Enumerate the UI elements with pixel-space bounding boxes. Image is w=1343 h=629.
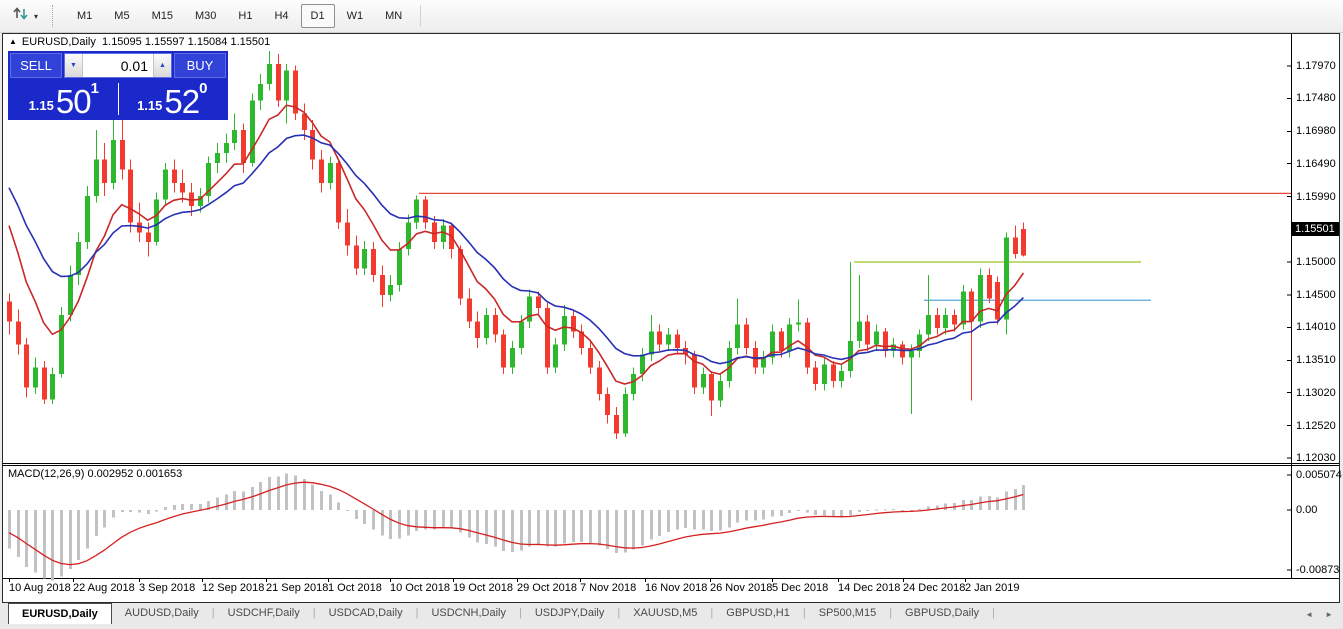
level-lines (419, 192, 1291, 301)
axis-ticks (9, 65, 1292, 582)
timeframe-button-h4[interactable]: H4 (274, 10, 289, 22)
tab-item-usdchf-daily[interactable]: USDCHF,Daily (227, 607, 300, 619)
timeframe-button-m5[interactable]: M5 (114, 10, 130, 22)
timeframe-button-mn[interactable]: MN (385, 10, 403, 22)
tab-item-usdcnh-daily[interactable]: USDCNH,Daily (431, 607, 506, 619)
swap-arrows-icon (12, 6, 30, 26)
timeframe-button-w1[interactable]: W1 (346, 10, 364, 22)
buy-button[interactable]: BUY (174, 53, 226, 78)
tab-separator: | (519, 607, 522, 619)
tab-separator: | (710, 607, 714, 619)
one-click-trading-widget: SELL ▼ ▲ BUY 1.15 50 1 1.15 52 0 (8, 51, 228, 120)
tab-item-gbpusd-daily[interactable]: GBPUSD,Daily (905, 607, 980, 619)
tab-item-audusd-daily[interactable]: AUDUSD,Daily (124, 607, 199, 619)
ma-slow-line (8, 134, 1024, 365)
tab-scroll-left-icon[interactable]: ◄ (1305, 610, 1313, 619)
price-chart-canvas[interactable] (3, 34, 1339, 602)
timeframe-button-m1[interactable]: M1 (77, 10, 93, 22)
timeframe-button-h1[interactable]: H1 (238, 10, 253, 22)
macd-signal-line (8, 481, 1024, 566)
timeframe-button-m30[interactable]: M30 (194, 10, 217, 22)
tab-separator: | (211, 607, 215, 619)
tab-item-usdjpy-daily[interactable]: USDJPY,Daily (534, 607, 605, 619)
sell-price-display[interactable]: 1.15 50 1 (10, 80, 118, 118)
sell-price-figure: 1.15 (28, 98, 54, 113)
ma-fast-line (8, 104, 1025, 385)
buy-price-figure: 1.15 (137, 98, 163, 113)
chevron-down-icon[interactable]: ▾ (34, 11, 39, 21)
price-divider (117, 83, 119, 115)
chart-tab-bar: EURUSD,Daily AUDUSD,Daily | USDCHF,Daily | US… (0, 603, 1343, 629)
volume-input[interactable] (83, 54, 153, 77)
tab-item-xauusd-m5[interactable]: XAUUSD,M5 (633, 607, 698, 619)
tab-item-usdcad-daily[interactable]: USDCAD,Daily (328, 607, 403, 619)
tab-separator: | (802, 607, 806, 619)
top-toolbar: ▾ M1 M5 M15 M30 H1 H4 D1 W1 MN (0, 0, 1343, 33)
buy-price-pips: 52 (164, 82, 200, 120)
tab-scroll-right-icon[interactable]: ► (1325, 610, 1333, 619)
volume-stepper: ▼ ▲ (64, 53, 172, 78)
tab-separator: | (617, 607, 621, 619)
chart-window: ▲ EURUSD,Daily 1.15095 1.15597 1.15084 1.… (2, 33, 1342, 603)
candlestick-series (7, 50, 1026, 439)
volume-increase-button[interactable]: ▲ (153, 54, 171, 77)
chart-frame-lines (3, 34, 1339, 579)
tab-separator: | (992, 607, 995, 619)
timeframe-button-d1[interactable]: D1 (300, 4, 335, 28)
tab-separator: | (415, 607, 419, 619)
tab-item-eurusd-daily[interactable]: EURUSD,Daily (8, 603, 112, 624)
tab-item-sp500-m15[interactable]: SP500,M15 (818, 607, 877, 619)
tab-separator: | (312, 607, 316, 619)
volume-decrease-button[interactable]: ▼ (65, 54, 83, 77)
tab-item-gbpusd-h1[interactable]: GBPUSD,H1 (726, 607, 790, 619)
symbol-switch-button[interactable]: ▾ (8, 3, 42, 29)
buy-price-display[interactable]: 1.15 52 0 (119, 80, 227, 118)
buy-price-pipette: 0 (199, 80, 208, 97)
sell-price-pipette: 1 (90, 80, 99, 97)
toolbar-separator (420, 5, 422, 27)
sell-button[interactable]: SELL (10, 53, 62, 78)
sell-price-pips: 50 (55, 82, 92, 120)
tab-separator: | (889, 607, 893, 619)
toolbar-grip[interactable] (52, 5, 57, 27)
timeframe-button-group: M1 M5 M15 M30 H1 H4 D1 W1 MN (66, 4, 413, 28)
timeframe-button-m15[interactable]: M15 (151, 10, 173, 22)
macd-histogram (8, 473, 1025, 581)
